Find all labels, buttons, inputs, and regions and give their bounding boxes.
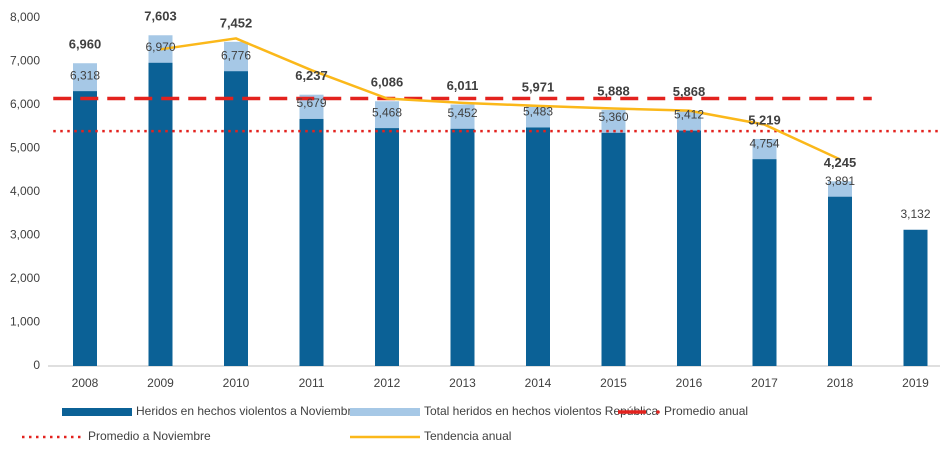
x-tick-label: 2016 bbox=[676, 376, 703, 390]
x-tick-label: 2008 bbox=[72, 376, 99, 390]
x-tick-label: 2017 bbox=[751, 376, 778, 390]
bar bbox=[450, 128, 475, 366]
bar bbox=[73, 91, 97, 367]
bar bbox=[903, 229, 928, 366]
value-label: 4,245 bbox=[824, 155, 857, 170]
x-tick-label: 2012 bbox=[374, 376, 401, 390]
bar bbox=[375, 128, 399, 366]
legend-label: Promedio anual bbox=[664, 404, 748, 418]
y-tick-label: 7,000 bbox=[10, 54, 40, 68]
value-label: 5,360 bbox=[598, 110, 628, 124]
bar bbox=[677, 130, 701, 366]
y-tick-label: 8,000 bbox=[10, 10, 40, 24]
value-label: 6,011 bbox=[447, 78, 479, 93]
y-tick-label: 0 bbox=[33, 358, 40, 372]
value-label: 5,219 bbox=[748, 112, 781, 127]
y-tick-label: 2,000 bbox=[10, 271, 40, 285]
legend-label: Heridos en hechos violentos a Noviembre bbox=[136, 404, 358, 418]
legend-swatch bbox=[656, 410, 660, 414]
y-tick-label: 1,000 bbox=[10, 315, 40, 329]
value-label: 6,237 bbox=[295, 68, 328, 83]
x-tick-label: 2010 bbox=[223, 376, 250, 390]
value-label: 5,971 bbox=[522, 80, 555, 95]
bar bbox=[224, 71, 248, 366]
value-label: 5,483 bbox=[523, 105, 553, 119]
x-tick-label: 2013 bbox=[449, 376, 476, 390]
y-tick-label: 4,000 bbox=[10, 184, 40, 198]
bar bbox=[526, 127, 550, 366]
bar bbox=[299, 118, 324, 366]
x-tick-label: 2009 bbox=[147, 376, 174, 390]
value-label: 7,603 bbox=[144, 9, 177, 24]
bar bbox=[601, 132, 626, 366]
value-label: 6,970 bbox=[145, 40, 175, 54]
bar bbox=[828, 196, 852, 366]
value-label: 7,452 bbox=[220, 15, 253, 30]
y-tick-label: 3,000 bbox=[10, 228, 40, 242]
value-label: 5,412 bbox=[674, 108, 704, 122]
x-tick-label: 2018 bbox=[827, 376, 854, 390]
value-label: 6,776 bbox=[221, 48, 251, 62]
value-label: 3,891 bbox=[825, 174, 855, 188]
bar bbox=[752, 159, 777, 366]
value-label: 5,868 bbox=[673, 84, 706, 99]
x-tick-label: 2011 bbox=[299, 376, 325, 390]
y-tick-label: 5,000 bbox=[10, 141, 40, 155]
value-label: 6,086 bbox=[371, 75, 404, 90]
value-label: 3,132 bbox=[900, 207, 930, 221]
trend-line bbox=[160, 37, 841, 161]
legend-swatch bbox=[62, 408, 132, 416]
legend-label: Promedio a Noviembre bbox=[88, 429, 211, 443]
value-label: 5,679 bbox=[296, 96, 326, 110]
y-tick-label: 6,000 bbox=[10, 97, 40, 111]
x-tick-label: 2014 bbox=[525, 376, 552, 390]
value-label: 5,452 bbox=[447, 106, 477, 120]
legend-swatch bbox=[350, 408, 420, 416]
value-label: 6,318 bbox=[70, 68, 100, 82]
legend-label: Tendencia anual bbox=[424, 429, 511, 443]
x-tick-label: 2019 bbox=[902, 376, 929, 390]
legend-label: Total heridos en hechos violentos Repúbl… bbox=[424, 404, 658, 418]
value-label: 5,468 bbox=[372, 105, 402, 119]
value-label: 5,888 bbox=[597, 83, 630, 98]
value-label: 6,960 bbox=[69, 37, 102, 52]
x-tick-label: 2015 bbox=[600, 376, 627, 390]
bar bbox=[148, 62, 173, 367]
value-label: 4,754 bbox=[749, 136, 779, 150]
